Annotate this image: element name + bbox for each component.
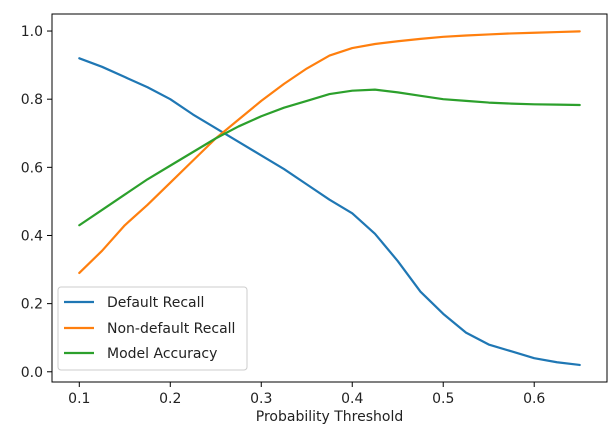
y-tick-label: 0.6 <box>21 160 43 176</box>
legend-label-default-recall: Default Recall <box>107 295 204 311</box>
x-axis: 0.1 0.2 0.3 0.4 0.5 0.6 <box>68 382 545 407</box>
x-tick-label: 0.6 <box>523 391 545 407</box>
series-layer <box>78 30 581 367</box>
x-axis-title: Probability Threshold <box>256 409 403 425</box>
y-tick-label: 1.0 <box>21 24 43 40</box>
y-axis: 0.0 0.2 0.4 0.6 0.8 1.0 <box>21 24 52 381</box>
x-tick-label: 0.5 <box>432 391 454 407</box>
x-tick-label: 0.3 <box>250 391 272 407</box>
x-tick-label: 0.2 <box>159 391 181 407</box>
legend-box <box>57 286 248 371</box>
series-line-non-default-recall <box>78 30 581 275</box>
legend: Default Recall Non-default Recall Model … <box>57 286 248 371</box>
series-line-model-accuracy <box>78 88 581 227</box>
plot-frame <box>51 13 608 383</box>
legend-label-model-accuracy: Model Accuracy <box>107 346 217 362</box>
y-tick-label: 0.4 <box>21 228 43 244</box>
series-line-default-recall <box>78 57 581 367</box>
legend-label-non-default-recall: Non-default Recall <box>107 321 235 337</box>
x-tick-label: 0.4 <box>341 391 363 407</box>
y-tick-label: 0.8 <box>21 92 43 108</box>
x-tick-label: 0.1 <box>68 391 90 407</box>
y-tick-label: 0.2 <box>21 297 43 313</box>
y-tick-label: 0.0 <box>21 365 43 381</box>
